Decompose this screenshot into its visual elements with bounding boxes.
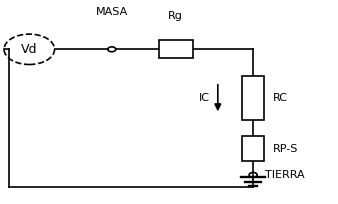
- Text: Vd: Vd: [21, 43, 38, 56]
- FancyBboxPatch shape: [242, 136, 264, 161]
- FancyBboxPatch shape: [242, 76, 264, 120]
- Text: Rg: Rg: [168, 11, 183, 21]
- Text: IC: IC: [198, 93, 210, 103]
- Text: RP-S: RP-S: [272, 144, 298, 154]
- FancyBboxPatch shape: [159, 40, 193, 58]
- Text: MASA: MASA: [96, 7, 128, 17]
- Text: TIERRA: TIERRA: [265, 170, 305, 180]
- Text: RC: RC: [272, 93, 288, 103]
